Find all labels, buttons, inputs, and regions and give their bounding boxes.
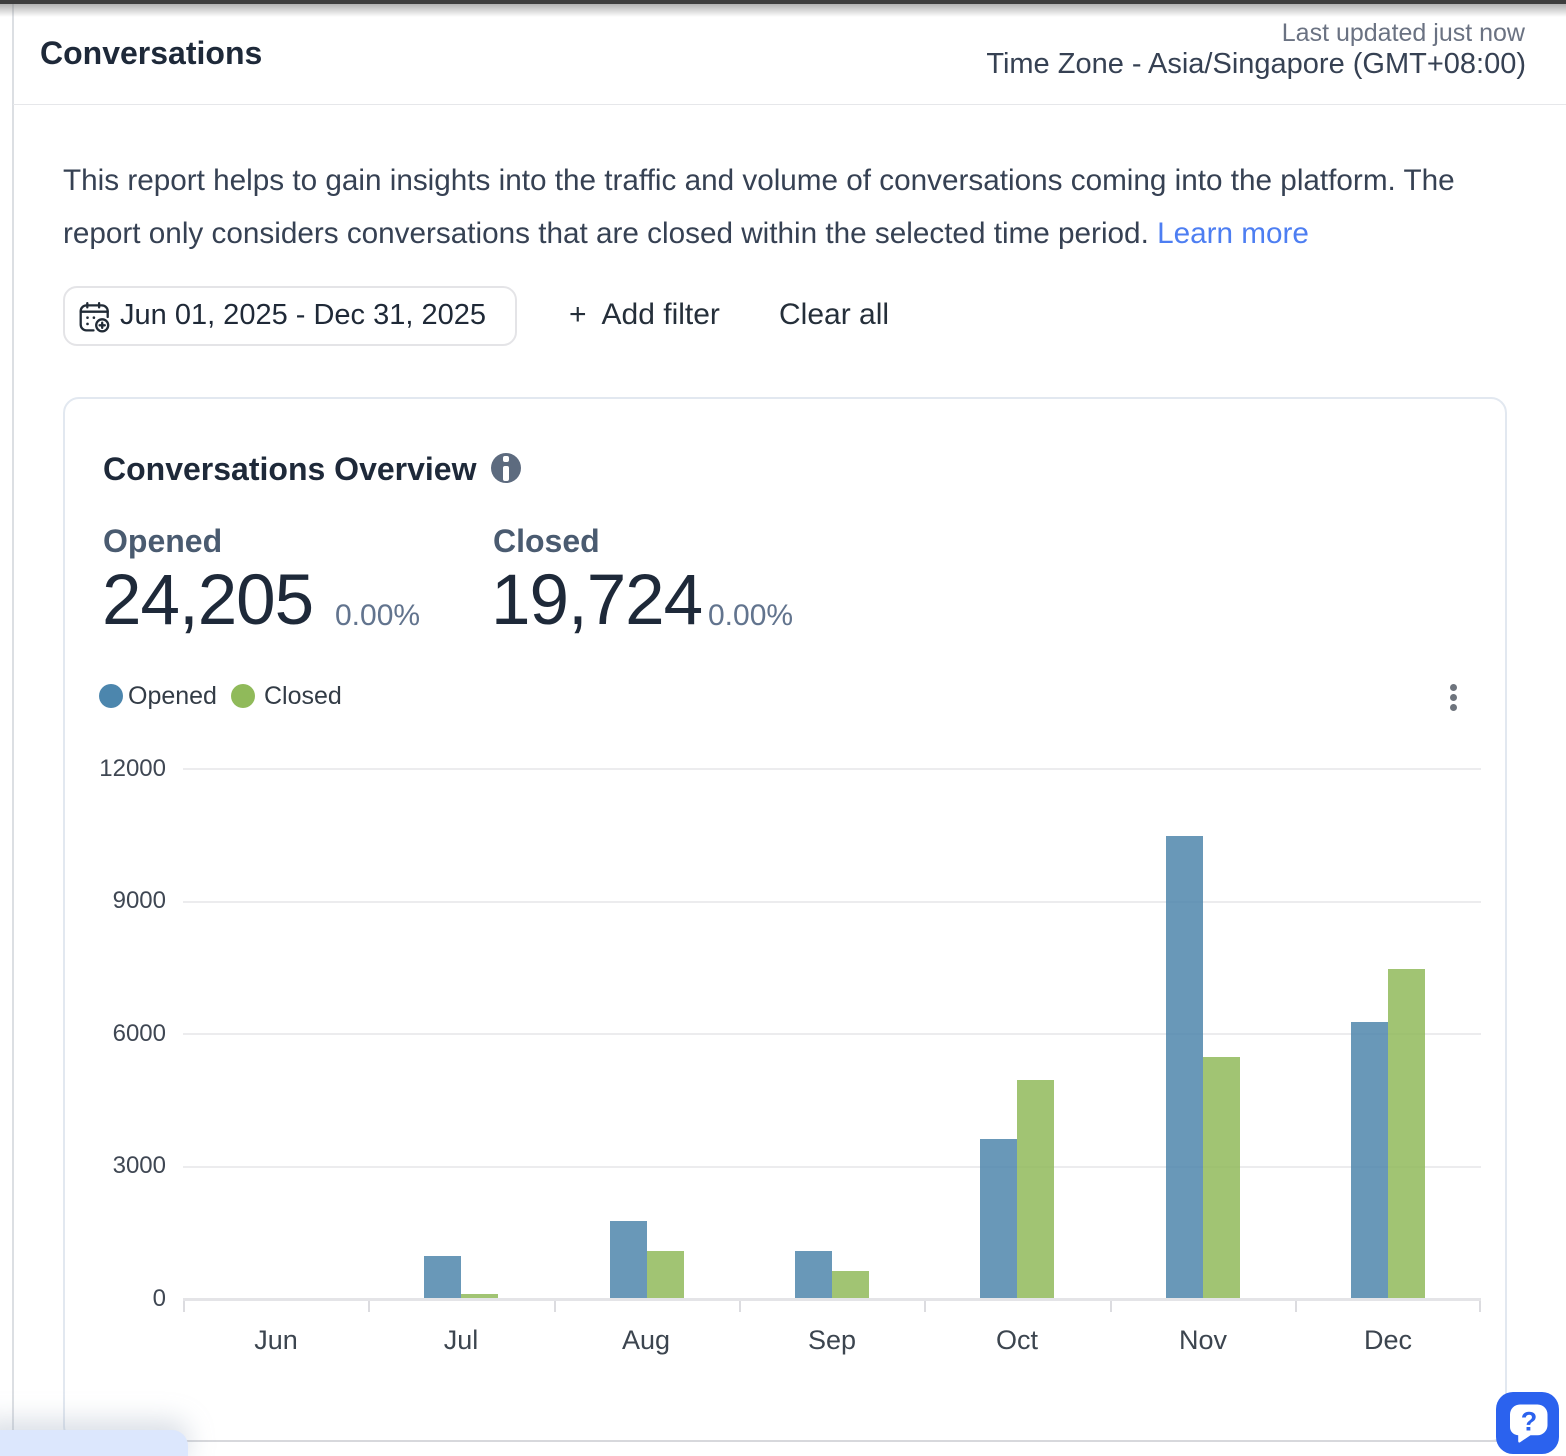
svg-text:?: ? [1521,1407,1538,1437]
